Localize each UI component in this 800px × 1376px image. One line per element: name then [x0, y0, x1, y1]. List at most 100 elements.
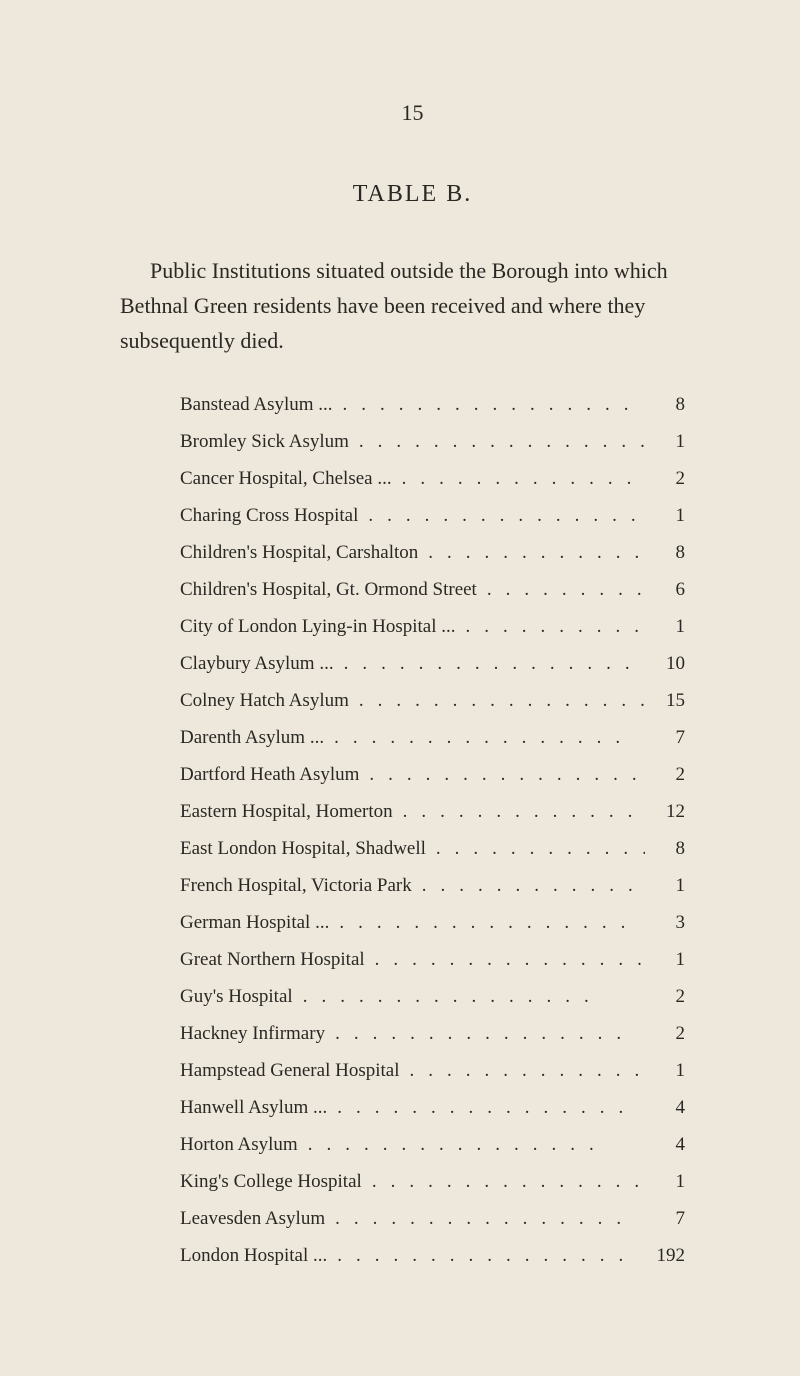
- entry-name: Banstead Asylum ...: [180, 394, 333, 416]
- entry-row: Cancer Hospital, Chelsea ...............…: [180, 468, 685, 490]
- entry-dots: ................: [358, 505, 645, 527]
- entry-dots: ................: [329, 912, 645, 934]
- entry-dots: ................: [325, 1023, 645, 1045]
- entry-name: German Hospital ...: [180, 912, 329, 934]
- entry-value: 1: [645, 431, 685, 453]
- entry-value: 7: [645, 727, 685, 749]
- entry-row: Hanwell Asylum ...................4: [180, 1097, 685, 1119]
- entry-value: 10: [645, 653, 685, 675]
- table-title: TABLE B.: [120, 181, 705, 208]
- entry-name: Children's Hospital, Carshalton: [180, 542, 418, 564]
- entry-value: 1: [645, 1171, 685, 1193]
- document-page: 15 TABLE B. Public Institutions situated…: [0, 0, 800, 1342]
- entry-dots: ................: [349, 431, 645, 453]
- entry-dots: ................: [477, 579, 645, 601]
- entry-name: Eastern Hospital, Homerton: [180, 801, 393, 823]
- entry-row: King's College Hospital................1: [180, 1171, 685, 1193]
- entry-row: Guy's Hospital................2: [180, 986, 685, 1008]
- entry-row: Great Northern Hospital................1: [180, 949, 685, 971]
- entry-name: Dartford Heath Asylum: [180, 764, 359, 786]
- entry-name: City of London Lying-in Hospital ...: [180, 616, 456, 638]
- entry-value: 1: [645, 949, 685, 971]
- entry-row: Claybury Asylum ...................10: [180, 653, 685, 675]
- entry-row: German Hospital ...................3: [180, 912, 685, 934]
- entry-row: Leavesden Asylum................7: [180, 1208, 685, 1230]
- entry-value: 15: [645, 690, 685, 712]
- entry-row: Bromley Sick Asylum................1: [180, 431, 685, 453]
- entry-value: 2: [645, 764, 685, 786]
- entry-value: 1: [645, 1060, 685, 1082]
- entry-dots: ................: [324, 727, 645, 749]
- intro-paragraph: Public Institutions situated outside the…: [120, 253, 705, 359]
- entry-value: 1: [645, 875, 685, 897]
- entry-row: Children's Hospital, Carshalton.........…: [180, 542, 685, 564]
- entry-dots: ................: [359, 764, 645, 786]
- entry-dots: ................: [325, 1208, 645, 1230]
- entry-name: Bromley Sick Asylum: [180, 431, 349, 453]
- entry-dots: ................: [334, 653, 645, 675]
- entry-row: Colney Hatch Asylum................15: [180, 690, 685, 712]
- entry-name: Guy's Hospital: [180, 986, 293, 1008]
- entries-list: Banstead Asylum ...................8Brom…: [120, 394, 705, 1267]
- entry-row: Children's Hospital, Gt. Ormond Street..…: [180, 579, 685, 601]
- entry-dots: ................: [418, 542, 645, 564]
- entry-name: Children's Hospital, Gt. Ormond Street: [180, 579, 477, 601]
- entry-dots: ................: [456, 616, 646, 638]
- entry-value: 1: [645, 616, 685, 638]
- entry-value: 2: [645, 1023, 685, 1045]
- entry-row: French Hospital, Victoria Park..........…: [180, 875, 685, 897]
- entry-name: Hampstead General Hospital: [180, 1060, 399, 1082]
- entry-dots: ................: [392, 468, 645, 490]
- entry-name: Colney Hatch Asylum: [180, 690, 349, 712]
- entry-value: 2: [645, 468, 685, 490]
- entry-value: 192: [645, 1245, 685, 1267]
- entry-row: London Hospital ...................192: [180, 1245, 685, 1267]
- entry-name: French Hospital, Victoria Park: [180, 875, 412, 897]
- entry-dots: ................: [412, 875, 645, 897]
- entry-dots: ................: [362, 1171, 645, 1193]
- entry-dots: ................: [327, 1245, 645, 1267]
- entry-dots: ................: [293, 986, 645, 1008]
- entry-name: Cancer Hospital, Chelsea ...: [180, 468, 392, 490]
- entry-name: Hanwell Asylum ...: [180, 1097, 327, 1119]
- entry-name: London Hospital ...: [180, 1245, 327, 1267]
- entry-name: Darenth Asylum ...: [180, 727, 324, 749]
- entry-value: 8: [645, 394, 685, 416]
- entry-name: Leavesden Asylum: [180, 1208, 325, 1230]
- entry-name: East London Hospital, Shadwell: [180, 838, 426, 860]
- entry-row: Darenth Asylum ...................7: [180, 727, 685, 749]
- entry-value: 6: [645, 579, 685, 601]
- entry-dots: ................: [393, 801, 645, 823]
- entry-name: Claybury Asylum ...: [180, 653, 334, 675]
- entry-value: 4: [645, 1097, 685, 1119]
- entry-row: City of London Lying-in Hospital .......…: [180, 616, 685, 638]
- entry-row: Hackney Infirmary................2: [180, 1023, 685, 1045]
- entry-row: Banstead Asylum ...................8: [180, 394, 685, 416]
- entry-dots: ................: [365, 949, 645, 971]
- entry-row: Charing Cross Hospital................1: [180, 505, 685, 527]
- entry-dots: ................: [399, 1060, 645, 1082]
- entry-name: Horton Asylum: [180, 1134, 298, 1156]
- entry-dots: ................: [426, 838, 645, 860]
- entry-value: 12: [645, 801, 685, 823]
- page-number: 15: [120, 100, 705, 126]
- entry-row: Dartford Heath Asylum................2: [180, 764, 685, 786]
- entry-dots: ................: [298, 1134, 645, 1156]
- entry-row: Horton Asylum................4: [180, 1134, 685, 1156]
- entry-name: Charing Cross Hospital: [180, 505, 358, 527]
- entry-row: East London Hospital, Shadwell..........…: [180, 838, 685, 860]
- entry-name: King's College Hospital: [180, 1171, 362, 1193]
- entry-dots: ................: [327, 1097, 645, 1119]
- entry-dots: ................: [349, 690, 645, 712]
- entry-value: 4: [645, 1134, 685, 1156]
- entry-name: Hackney Infirmary: [180, 1023, 325, 1045]
- entry-value: 7: [645, 1208, 685, 1230]
- entry-value: 3: [645, 912, 685, 934]
- entry-value: 2: [645, 986, 685, 1008]
- entry-value: 8: [645, 838, 685, 860]
- entry-value: 8: [645, 542, 685, 564]
- entry-dots: ................: [333, 394, 645, 416]
- entry-row: Eastern Hospital, Homerton..............…: [180, 801, 685, 823]
- entry-row: Hampstead General Hospital..............…: [180, 1060, 685, 1082]
- entry-value: 1: [645, 505, 685, 527]
